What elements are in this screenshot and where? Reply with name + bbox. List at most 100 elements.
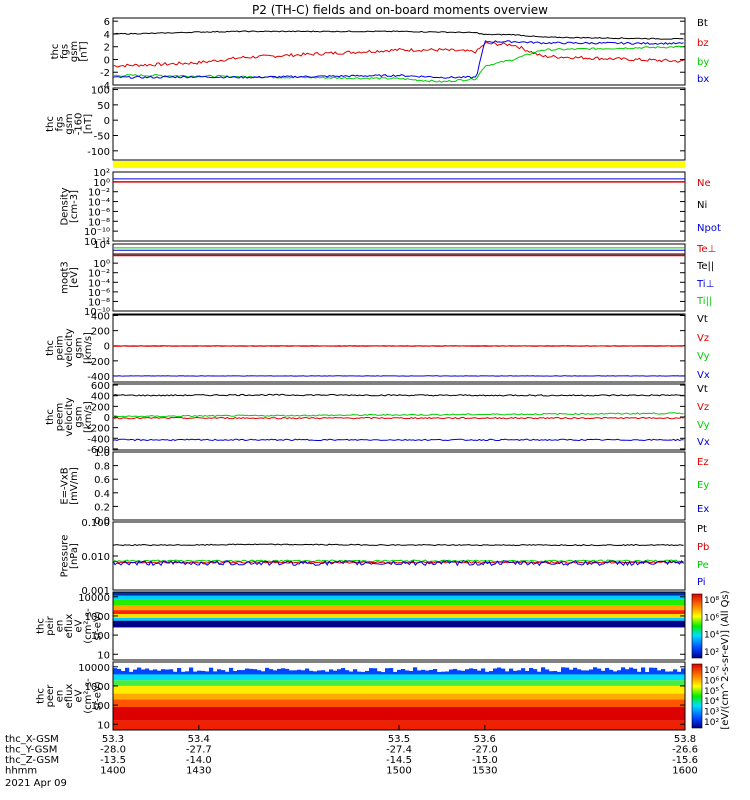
spectrogram-cell [313,592,318,596]
spectrogram-cell [349,674,354,681]
spectrogram-cell [465,685,470,694]
y-tick-label: 10⁻⁸ [88,297,110,308]
spectrogram-cell [433,707,438,721]
spectrogram-cell [417,699,422,708]
spectrogram-cell [321,620,326,628]
spectrogram-cell [581,610,586,615]
spectrogram-cell [417,720,422,730]
spectrogram-cell [445,610,450,615]
spectrogram-cell [253,592,258,596]
spectrogram-cell [181,595,186,600]
spectrogram-cell [129,592,134,596]
spectrogram-cell [133,620,138,628]
spectrogram-cell [137,620,142,628]
spectrogram-cell [129,707,134,721]
spectrogram-cell [213,680,218,686]
spectrogram-cell [677,617,682,621]
spectrogram-cell [113,617,118,621]
spectrogram-cell [353,599,358,606]
spectrogram-cell [301,685,306,694]
colorbar-tick-label: 10⁵ [704,687,719,697]
spectrogram-cell [593,614,598,618]
spectrogram-cell [469,620,474,628]
spectrogram-cell [529,614,534,618]
spectrogram-cell [645,685,650,694]
spectrogram-cell [161,595,166,600]
spectrogram-cell [577,685,582,694]
spectrogram-cell [617,720,622,730]
spectrogram-cell [157,674,162,681]
spectrogram-cell [489,699,494,708]
spectrogram-cell [337,610,342,615]
spectrogram-cell [621,614,626,618]
spectrogram-cell [633,595,638,600]
spectrogram-cell [265,693,270,700]
spectrogram-cell [469,610,474,615]
y-tick-label: -200 [87,357,110,368]
spectrogram-cell [513,614,518,618]
spectrogram-cell [389,610,394,615]
spectrogram-cell [517,614,522,618]
spectrogram-cell [265,614,270,618]
spectrogram-cell [525,599,530,606]
spectrogram-cell [117,599,122,606]
spectrogram-cell [677,671,682,675]
spectrogram-cell [509,685,514,694]
y-tick-label: 10 [97,650,110,661]
legend-pt: Pt [697,524,707,535]
spectrogram-cell [429,605,434,611]
spectrogram-cell [169,599,174,606]
spectrogram-cell [361,680,366,686]
spectrogram-cell [285,707,290,721]
spectrogram-cell [633,680,638,686]
y-tick-label: -2 [100,68,110,79]
spectrogram-cell [277,595,282,600]
spectrogram-cell [281,605,286,611]
spectrogram-cell [393,592,398,596]
spectrogram-cell [257,707,262,721]
y-axis-label: fgs [59,44,70,59]
spectrogram-cell [385,668,390,675]
y-tick-label: 400 [91,312,110,323]
spectrogram-cell [645,674,650,681]
spectrogram-cell [573,595,578,600]
spectrogram-cell [633,592,638,596]
spectrogram-cell [553,699,558,708]
spectrogram-cell [585,693,590,700]
spectrogram-cell [153,614,158,618]
spectrogram-cell [633,707,638,721]
spectrogram-cell [661,685,666,694]
spectrogram-cell [525,699,530,708]
spectrogram-cell [569,720,574,730]
spectrogram-cell [313,707,318,721]
colorbar-label: [eV/(cm^2-s-sr-eV)] (All Qs) [720,590,731,729]
spectrogram-cell [173,671,178,675]
spectrogram-cell [565,667,570,675]
spectrogram-cell [345,620,350,628]
spectrogram-cell [405,617,410,621]
spectrogram-cell [169,620,174,628]
spectrogram-cell [341,605,346,611]
spectrogram-cell [201,617,206,621]
spectrogram-cell [517,674,522,681]
spectrogram-cell [245,605,250,611]
spectrogram-cell [609,610,614,615]
spectrogram-cell [285,720,290,730]
spectrogram-cell [669,605,674,611]
spectrogram-cell [341,720,346,730]
spectrogram-cell [573,707,578,721]
spectrogram-cell [317,610,322,615]
spectrogram-cell [565,699,570,708]
spectrogram-cell [417,670,422,675]
spectrogram-cell [393,620,398,628]
spectrogram-cell [573,674,578,681]
spectrogram-cell [665,595,670,600]
spectrogram-cell [617,595,622,600]
spectrogram-cell [205,610,210,615]
spectrogram-cell [265,707,270,721]
spectrogram-cell [629,685,634,694]
spectrogram-cell [177,617,182,621]
spectrogram-cell [309,595,314,600]
spectrogram-cell [325,605,330,611]
spectrogram-cell [169,595,174,600]
